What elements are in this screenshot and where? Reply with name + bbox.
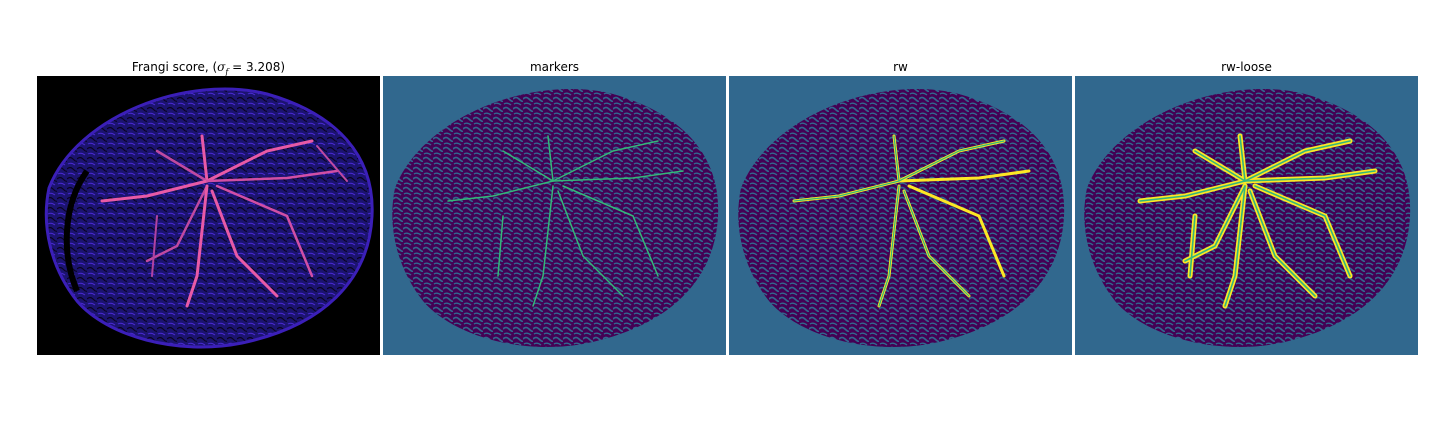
image-frangi — [37, 76, 380, 355]
image-rw — [729, 76, 1072, 355]
title-suffix: = 3.208) — [228, 60, 286, 74]
panel-rw-loose: rw-loose — [1075, 59, 1418, 355]
frangi-svg — [37, 76, 380, 355]
markers-svg — [383, 76, 726, 355]
title-prefix: Frangi score, ( — [131, 60, 218, 74]
panel-markers: markers — [383, 59, 726, 355]
panel-title-rw-loose: rw-loose — [1221, 60, 1272, 74]
panel-title-frangi: Frangi score, (σf = 3.208) — [37, 59, 380, 77]
title-sigma-sub: f — [225, 67, 229, 77]
image-rw-loose — [1075, 76, 1418, 355]
panel-rw: rw — [729, 59, 1072, 355]
image-markers — [383, 76, 726, 355]
panel-frangi: Frangi score, (σf = 3.208) — [37, 59, 380, 355]
rw-svg — [729, 76, 1072, 355]
title-sigma: σ — [217, 60, 226, 74]
panel-title-rw: rw — [893, 60, 908, 74]
rw-loose-svg — [1075, 76, 1418, 355]
panel-title-markers: markers — [529, 60, 580, 74]
